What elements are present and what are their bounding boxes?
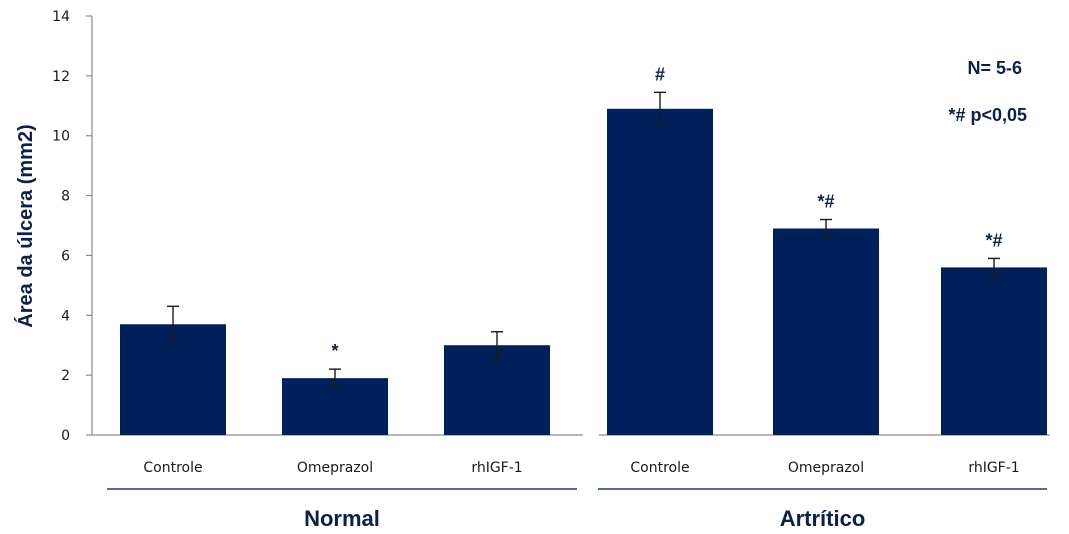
significance-note: *# p<0,05 — [948, 105, 1027, 125]
bar — [773, 228, 879, 435]
x-tick-label: Omeprazol — [297, 460, 373, 476]
significance-marker: *# — [985, 230, 1002, 250]
y-tick-label: 0 — [61, 428, 70, 444]
bar — [607, 108, 713, 436]
y-axis-label: Área da úlcera (mm2) — [14, 124, 37, 327]
significance-marker: # — [655, 64, 665, 84]
significance-marker: * — [331, 341, 338, 361]
group-label: Artrítico — [780, 506, 866, 531]
y-tick-label: 6 — [61, 248, 70, 264]
x-tick-label: Controle — [630, 460, 689, 476]
y-tick-label: 8 — [61, 189, 70, 205]
sample-size-note: N= 5-6 — [967, 58, 1022, 78]
bar — [444, 345, 550, 435]
y-tick-label: 14 — [52, 9, 70, 25]
x-tick-label: Omeprazol — [788, 460, 864, 476]
group-label: Normal — [304, 506, 380, 531]
y-tick-label: 4 — [61, 308, 70, 324]
significance-marker: *# — [817, 192, 834, 212]
y-tick-label: 2 — [61, 368, 70, 384]
y-tick-label: 12 — [52, 69, 70, 85]
x-tick-label: rhIGF-1 — [968, 460, 1019, 476]
x-tick-label: rhIGF-1 — [471, 460, 522, 476]
x-tick-label: Controle — [143, 460, 202, 476]
y-tick-label: 10 — [52, 129, 70, 145]
bar — [941, 267, 1047, 435]
